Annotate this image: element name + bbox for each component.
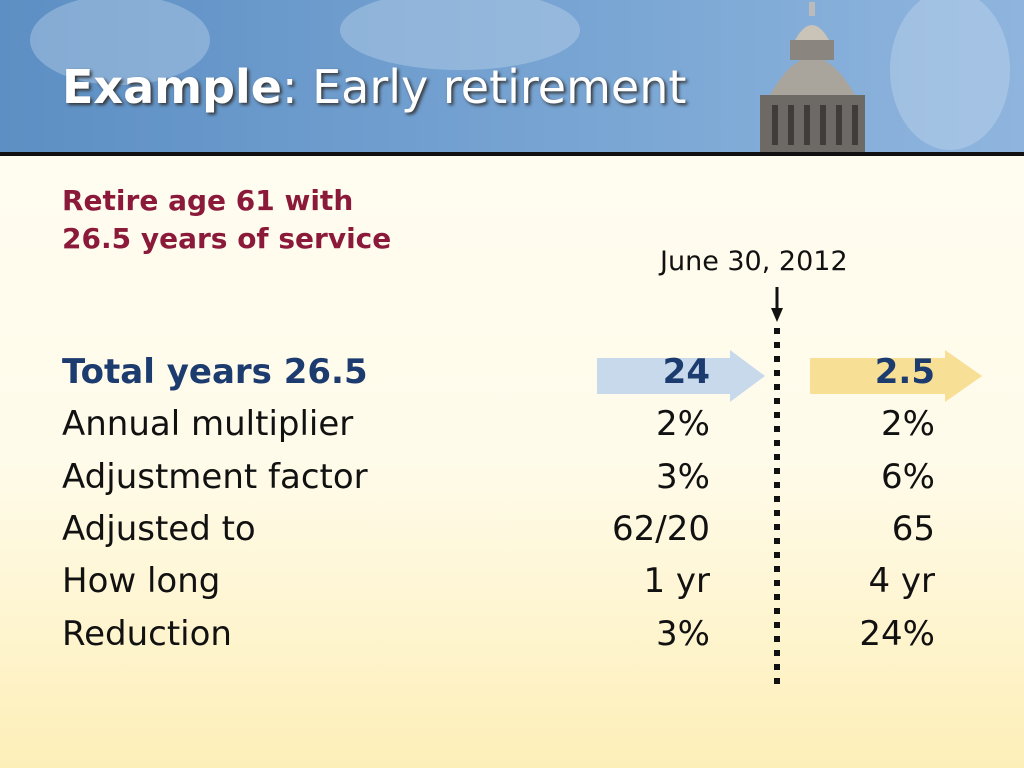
value-after: 2.5 (874, 352, 935, 392)
subtitle-line: 26.5 years of service (62, 222, 392, 255)
row-label: How long (62, 561, 221, 602)
value-after: 65 (891, 508, 935, 549)
value-before: 3% (656, 613, 710, 654)
title-rest: : Early retirement (281, 60, 687, 114)
row-label: Total years 26.5 (62, 352, 368, 392)
row-label: Adjustment factor (62, 456, 368, 497)
row-label: Reduction (62, 613, 232, 654)
value-before: 2% (656, 404, 710, 445)
row-label: Annual multiplier (62, 404, 354, 445)
value-after: 2% (881, 404, 935, 445)
slide-title: Example: Early retirement (62, 60, 686, 114)
value-after: 24% (859, 613, 935, 654)
value-before: 62/20 (612, 508, 710, 549)
value-after: 4 yr (868, 561, 935, 602)
value-before: 1 yr (643, 561, 710, 602)
header-bar (0, 0, 1024, 156)
cutoff-date: June 30, 2012 (660, 246, 848, 277)
capitol-dome (760, 2, 865, 152)
date-pointer-head (771, 308, 783, 322)
value-after: 6% (881, 456, 935, 497)
arrow-before (597, 350, 765, 402)
leaf-pattern (30, 0, 1010, 150)
arrow-after (810, 350, 982, 402)
value-before: 3% (656, 456, 710, 497)
subtitle-line: Retire age 61 with (62, 184, 354, 217)
row-label: Adjusted to (62, 508, 256, 549)
value-before: 24 (662, 352, 710, 392)
title-bold: Example (62, 60, 282, 114)
